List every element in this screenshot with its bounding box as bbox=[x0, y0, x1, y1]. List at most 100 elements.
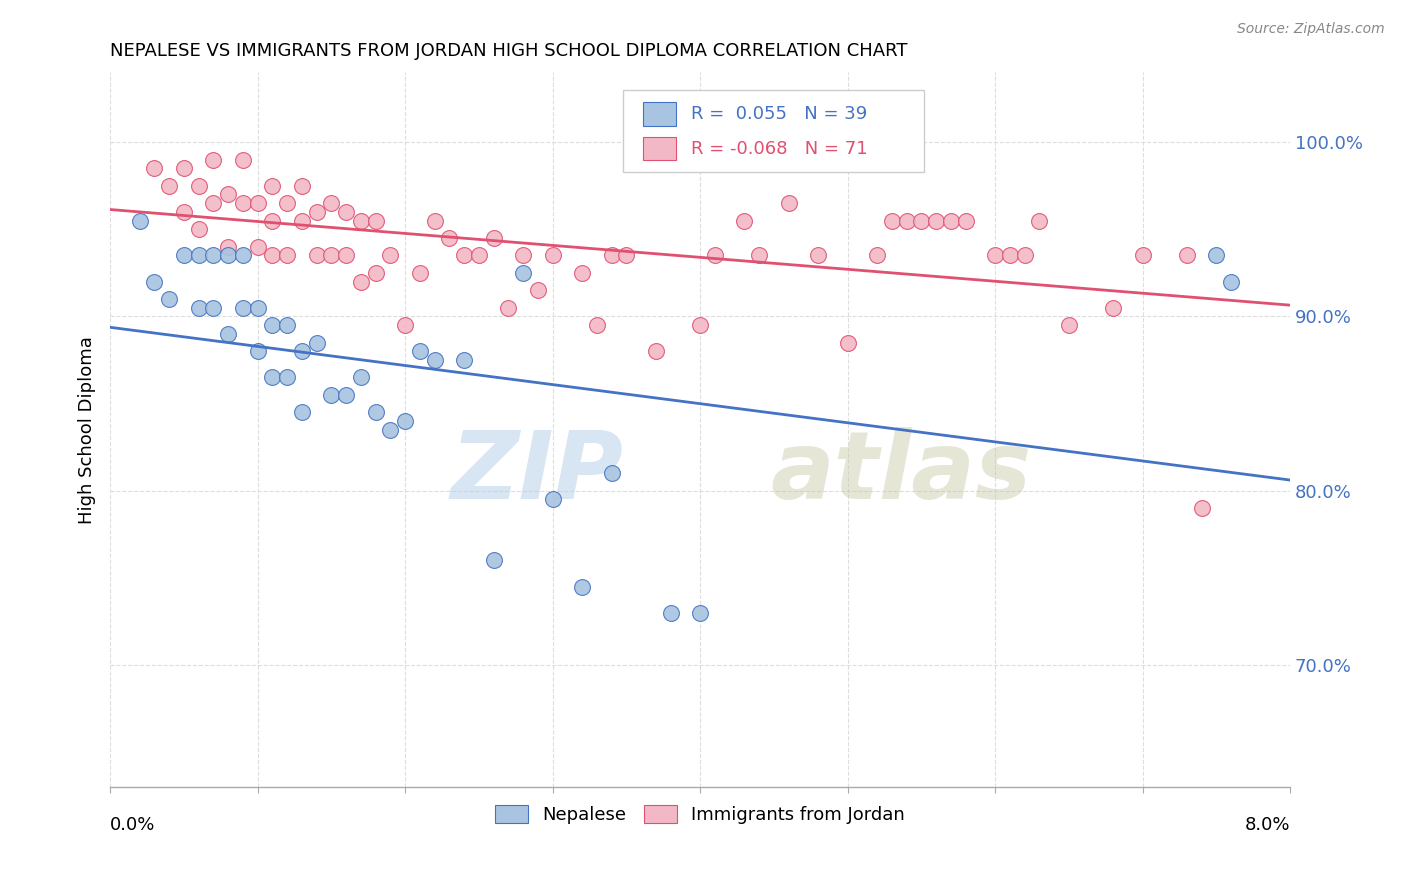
Point bbox=[217, 187, 239, 202]
Point bbox=[291, 405, 314, 419]
Point bbox=[571, 266, 593, 280]
Point bbox=[143, 161, 166, 176]
Text: atlas: atlas bbox=[770, 426, 1032, 518]
Point bbox=[202, 196, 225, 211]
Point bbox=[291, 178, 314, 193]
Point bbox=[1175, 248, 1198, 262]
Point bbox=[423, 353, 446, 368]
Text: Source: ZipAtlas.com: Source: ZipAtlas.com bbox=[1237, 22, 1385, 37]
Point bbox=[350, 370, 373, 384]
Point bbox=[1057, 318, 1080, 332]
Point bbox=[527, 283, 550, 297]
Point bbox=[350, 275, 373, 289]
Point bbox=[276, 370, 298, 384]
Text: 8.0%: 8.0% bbox=[1244, 815, 1291, 833]
Point bbox=[217, 240, 239, 254]
Point bbox=[955, 213, 977, 227]
Point bbox=[246, 196, 269, 211]
Point bbox=[187, 301, 209, 315]
Point bbox=[807, 248, 830, 262]
Text: NEPALESE VS IMMIGRANTS FROM JORDAN HIGH SCHOOL DIPLOMA CORRELATION CHART: NEPALESE VS IMMIGRANTS FROM JORDAN HIGH … bbox=[110, 42, 908, 60]
Point bbox=[380, 248, 402, 262]
Point bbox=[1191, 501, 1213, 516]
Point bbox=[600, 248, 623, 262]
Point bbox=[246, 344, 269, 359]
Point bbox=[128, 213, 150, 227]
Point bbox=[689, 606, 711, 620]
Point bbox=[1028, 213, 1050, 227]
Point bbox=[689, 318, 711, 332]
Point bbox=[600, 467, 623, 481]
Point bbox=[187, 222, 209, 236]
Point bbox=[866, 248, 889, 262]
Point bbox=[380, 423, 402, 437]
Point bbox=[394, 318, 416, 332]
Point bbox=[423, 213, 446, 227]
Point bbox=[157, 178, 180, 193]
FancyBboxPatch shape bbox=[644, 136, 676, 161]
Point bbox=[335, 388, 357, 402]
Point bbox=[350, 213, 373, 227]
Point bbox=[262, 318, 284, 332]
Point bbox=[748, 248, 770, 262]
Point bbox=[143, 275, 166, 289]
Point bbox=[246, 301, 269, 315]
Point bbox=[173, 161, 195, 176]
Point bbox=[187, 178, 209, 193]
Point bbox=[291, 344, 314, 359]
Point bbox=[187, 248, 209, 262]
Point bbox=[586, 318, 609, 332]
Point bbox=[703, 248, 725, 262]
Point bbox=[262, 213, 284, 227]
Point bbox=[837, 335, 859, 350]
Point bbox=[262, 178, 284, 193]
Y-axis label: High School Diploma: High School Diploma bbox=[79, 335, 96, 524]
Point bbox=[1220, 275, 1243, 289]
Point bbox=[571, 580, 593, 594]
Point bbox=[321, 388, 343, 402]
Point bbox=[659, 606, 682, 620]
Point bbox=[482, 231, 505, 245]
Point bbox=[217, 326, 239, 341]
FancyBboxPatch shape bbox=[623, 90, 924, 172]
Point bbox=[305, 204, 328, 219]
Point bbox=[733, 213, 755, 227]
Point bbox=[321, 196, 343, 211]
Point bbox=[291, 213, 314, 227]
Point bbox=[939, 213, 962, 227]
Point bbox=[998, 248, 1021, 262]
Point bbox=[173, 248, 195, 262]
Point bbox=[498, 301, 520, 315]
Point bbox=[305, 248, 328, 262]
Point bbox=[644, 344, 666, 359]
Point bbox=[217, 248, 239, 262]
Point bbox=[468, 248, 491, 262]
Point bbox=[202, 248, 225, 262]
Point bbox=[157, 292, 180, 306]
Point bbox=[1205, 248, 1227, 262]
Point bbox=[1014, 248, 1036, 262]
Point bbox=[321, 248, 343, 262]
Point bbox=[453, 353, 475, 368]
Point bbox=[439, 231, 461, 245]
Legend: Nepalese, Immigrants from Jordan: Nepalese, Immigrants from Jordan bbox=[488, 797, 912, 831]
Point bbox=[232, 196, 254, 211]
Point bbox=[202, 153, 225, 167]
Point bbox=[232, 153, 254, 167]
Point bbox=[335, 204, 357, 219]
Point bbox=[1102, 301, 1125, 315]
Point bbox=[173, 204, 195, 219]
Text: 0.0%: 0.0% bbox=[110, 815, 156, 833]
Point bbox=[512, 248, 534, 262]
Point bbox=[482, 553, 505, 567]
Point bbox=[276, 196, 298, 211]
Point bbox=[541, 248, 564, 262]
Point bbox=[262, 370, 284, 384]
Point bbox=[541, 492, 564, 507]
Point bbox=[305, 335, 328, 350]
Point bbox=[896, 213, 918, 227]
Point bbox=[512, 266, 534, 280]
Point bbox=[910, 213, 932, 227]
Point bbox=[409, 344, 432, 359]
Point bbox=[276, 248, 298, 262]
